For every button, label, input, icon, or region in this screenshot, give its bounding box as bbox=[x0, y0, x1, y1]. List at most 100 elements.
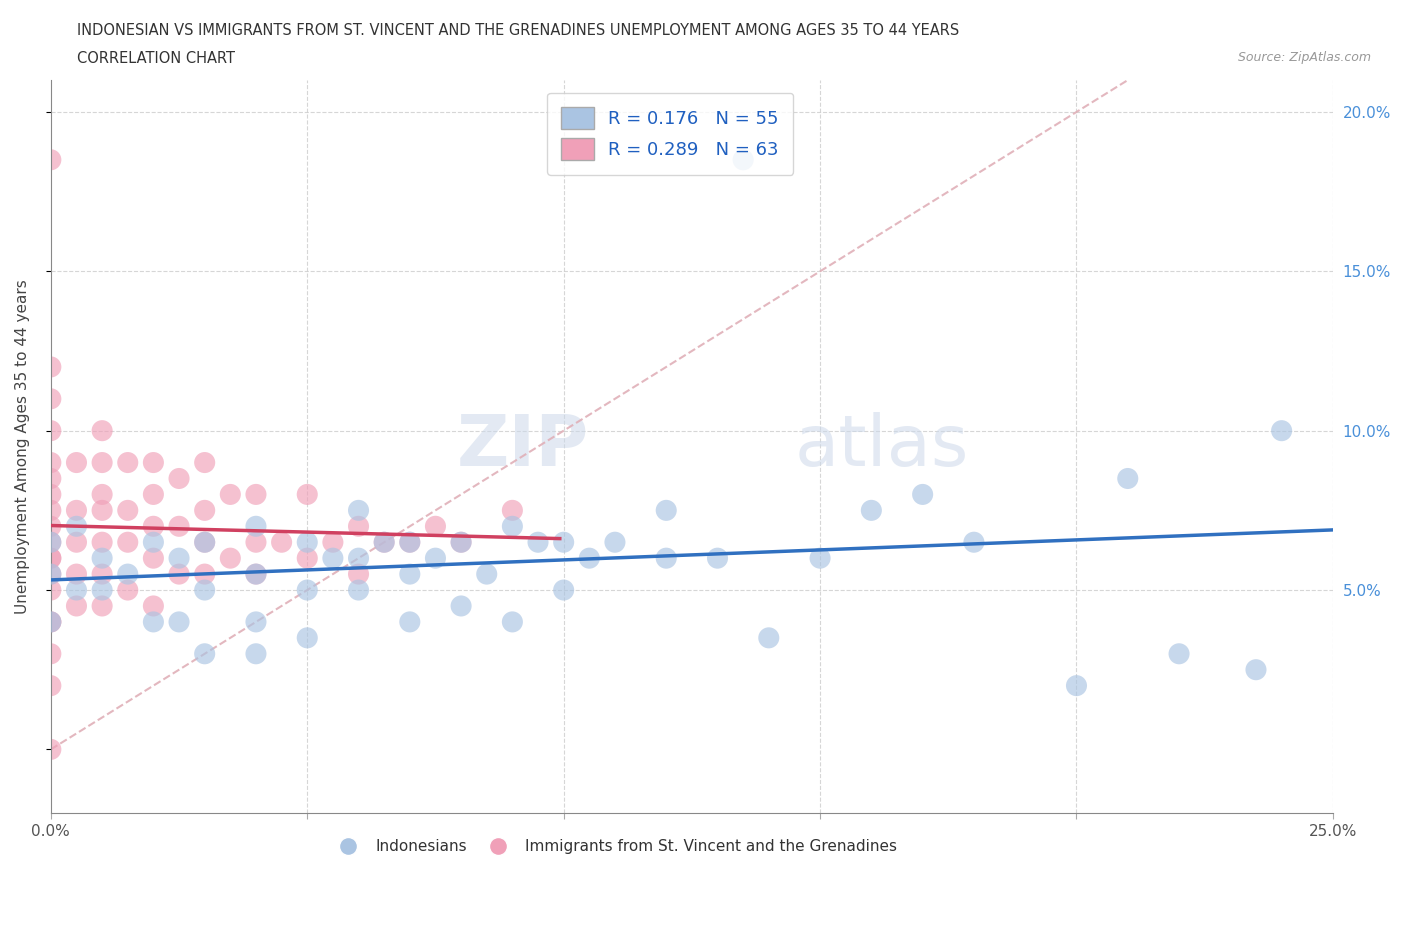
Indonesians bbox=[425, 551, 447, 565]
Immigrants from St. Vincent and the Grenadines bbox=[450, 535, 472, 550]
Immigrants from St. Vincent and the Grenadines bbox=[39, 566, 62, 581]
Immigrants from St. Vincent and the Grenadines bbox=[142, 551, 165, 565]
Indonesians bbox=[65, 519, 87, 534]
Indonesians bbox=[398, 566, 420, 581]
Indonesians bbox=[373, 535, 395, 550]
Indonesians bbox=[194, 582, 217, 597]
Immigrants from St. Vincent and the Grenadines bbox=[65, 503, 87, 518]
Immigrants from St. Vincent and the Grenadines bbox=[39, 472, 62, 486]
Immigrants from St. Vincent and the Grenadines bbox=[65, 535, 87, 550]
Immigrants from St. Vincent and the Grenadines bbox=[297, 551, 319, 565]
Immigrants from St. Vincent and the Grenadines bbox=[167, 566, 190, 581]
Immigrants from St. Vincent and the Grenadines bbox=[39, 551, 62, 565]
Indonesians bbox=[1066, 678, 1088, 693]
Immigrants from St. Vincent and the Grenadines bbox=[39, 615, 62, 630]
Immigrants from St. Vincent and the Grenadines bbox=[91, 503, 114, 518]
Immigrants from St. Vincent and the Grenadines bbox=[65, 455, 87, 470]
Indonesians bbox=[963, 535, 986, 550]
Indonesians bbox=[603, 535, 626, 550]
Text: CORRELATION CHART: CORRELATION CHART bbox=[77, 51, 235, 66]
Immigrants from St. Vincent and the Grenadines bbox=[245, 566, 267, 581]
Immigrants from St. Vincent and the Grenadines bbox=[194, 566, 217, 581]
Immigrants from St. Vincent and the Grenadines bbox=[39, 646, 62, 661]
Immigrants from St. Vincent and the Grenadines bbox=[194, 535, 217, 550]
Immigrants from St. Vincent and the Grenadines bbox=[142, 455, 165, 470]
Indonesians bbox=[706, 551, 728, 565]
Immigrants from St. Vincent and the Grenadines bbox=[501, 503, 523, 518]
Immigrants from St. Vincent and the Grenadines bbox=[117, 455, 139, 470]
Immigrants from St. Vincent and the Grenadines bbox=[117, 503, 139, 518]
Immigrants from St. Vincent and the Grenadines bbox=[373, 535, 395, 550]
Immigrants from St. Vincent and the Grenadines bbox=[91, 423, 114, 438]
Immigrants from St. Vincent and the Grenadines bbox=[39, 360, 62, 375]
Immigrants from St. Vincent and the Grenadines bbox=[167, 472, 190, 486]
Indonesians bbox=[91, 582, 114, 597]
Immigrants from St. Vincent and the Grenadines bbox=[425, 519, 447, 534]
Indonesians bbox=[194, 646, 217, 661]
Immigrants from St. Vincent and the Grenadines bbox=[91, 487, 114, 502]
Immigrants from St. Vincent and the Grenadines bbox=[142, 487, 165, 502]
Indonesians bbox=[450, 535, 472, 550]
Indonesians bbox=[1244, 662, 1267, 677]
Immigrants from St. Vincent and the Grenadines bbox=[39, 392, 62, 406]
Text: atlas: atlas bbox=[794, 412, 969, 481]
Immigrants from St. Vincent and the Grenadines bbox=[91, 535, 114, 550]
Immigrants from St. Vincent and the Grenadines bbox=[117, 535, 139, 550]
Immigrants from St. Vincent and the Grenadines bbox=[245, 487, 267, 502]
Indonesians bbox=[553, 582, 575, 597]
Indonesians bbox=[167, 551, 190, 565]
Indonesians bbox=[245, 646, 267, 661]
Immigrants from St. Vincent and the Grenadines bbox=[39, 423, 62, 438]
Immigrants from St. Vincent and the Grenadines bbox=[245, 535, 267, 550]
Indonesians bbox=[245, 566, 267, 581]
Indonesians bbox=[117, 566, 139, 581]
Legend: Indonesians, Immigrants from St. Vincent and the Grenadines: Indonesians, Immigrants from St. Vincent… bbox=[326, 833, 903, 860]
Indonesians bbox=[297, 631, 319, 645]
Immigrants from St. Vincent and the Grenadines bbox=[65, 599, 87, 614]
Indonesians bbox=[142, 535, 165, 550]
Indonesians bbox=[297, 582, 319, 597]
Indonesians bbox=[860, 503, 883, 518]
Indonesians bbox=[1271, 423, 1294, 438]
Indonesians bbox=[39, 535, 62, 550]
Immigrants from St. Vincent and the Grenadines bbox=[219, 487, 242, 502]
Immigrants from St. Vincent and the Grenadines bbox=[398, 535, 420, 550]
Indonesians bbox=[245, 615, 267, 630]
Indonesians bbox=[347, 503, 370, 518]
Immigrants from St. Vincent and the Grenadines bbox=[39, 455, 62, 470]
Indonesians bbox=[65, 582, 87, 597]
Immigrants from St. Vincent and the Grenadines bbox=[39, 535, 62, 550]
Indonesians bbox=[1168, 646, 1191, 661]
Immigrants from St. Vincent and the Grenadines bbox=[39, 153, 62, 167]
Immigrants from St. Vincent and the Grenadines bbox=[91, 566, 114, 581]
Indonesians bbox=[39, 566, 62, 581]
Immigrants from St. Vincent and the Grenadines bbox=[117, 582, 139, 597]
Text: INDONESIAN VS IMMIGRANTS FROM ST. VINCENT AND THE GRENADINES UNEMPLOYMENT AMONG : INDONESIAN VS IMMIGRANTS FROM ST. VINCEN… bbox=[77, 23, 959, 38]
Indonesians bbox=[1116, 472, 1139, 486]
Immigrants from St. Vincent and the Grenadines bbox=[91, 455, 114, 470]
Immigrants from St. Vincent and the Grenadines bbox=[39, 487, 62, 502]
Immigrants from St. Vincent and the Grenadines bbox=[347, 566, 370, 581]
Indonesians bbox=[733, 153, 755, 167]
Immigrants from St. Vincent and the Grenadines bbox=[194, 503, 217, 518]
Immigrants from St. Vincent and the Grenadines bbox=[39, 615, 62, 630]
Text: Source: ZipAtlas.com: Source: ZipAtlas.com bbox=[1237, 51, 1371, 64]
Immigrants from St. Vincent and the Grenadines bbox=[219, 551, 242, 565]
Indonesians bbox=[911, 487, 934, 502]
Indonesians bbox=[194, 535, 217, 550]
Immigrants from St. Vincent and the Grenadines bbox=[297, 487, 319, 502]
Indonesians bbox=[501, 615, 523, 630]
Immigrants from St. Vincent and the Grenadines bbox=[39, 519, 62, 534]
Immigrants from St. Vincent and the Grenadines bbox=[167, 519, 190, 534]
Indonesians bbox=[322, 551, 344, 565]
Immigrants from St. Vincent and the Grenadines bbox=[39, 503, 62, 518]
Indonesians bbox=[501, 519, 523, 534]
Immigrants from St. Vincent and the Grenadines bbox=[347, 519, 370, 534]
Indonesians bbox=[39, 615, 62, 630]
Indonesians bbox=[297, 535, 319, 550]
Indonesians bbox=[758, 631, 780, 645]
Indonesians bbox=[142, 615, 165, 630]
Indonesians bbox=[655, 503, 678, 518]
Indonesians bbox=[808, 551, 831, 565]
Indonesians bbox=[167, 615, 190, 630]
